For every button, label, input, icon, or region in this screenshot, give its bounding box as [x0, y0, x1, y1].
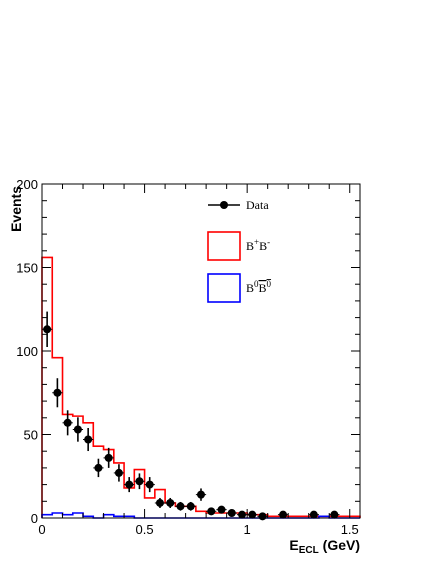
data-point — [134, 473, 145, 490]
legend-bpbm-label: B+B- — [246, 237, 270, 253]
data-point-marker — [166, 498, 175, 507]
data-point — [144, 477, 155, 493]
x-tick-label: 1.5 — [341, 522, 359, 537]
data-point-marker — [186, 502, 195, 511]
x-axis-title-main: E — [289, 537, 298, 553]
data-point-marker — [135, 477, 144, 486]
legend-b0b0bar-swatch — [207, 273, 241, 303]
data-point-marker — [176, 502, 185, 511]
data-point-marker — [238, 510, 247, 519]
data-point-marker — [330, 510, 339, 519]
legend-data-marker — [220, 201, 228, 209]
data-point — [165, 497, 176, 508]
data-point — [42, 311, 53, 347]
legend: Data B+B- B0B0 — [207, 198, 272, 303]
y-tick-label: 200 — [16, 177, 38, 192]
data-point — [236, 510, 248, 519]
legend-b0b0bar-label: B0B0 — [246, 279, 272, 295]
data-point-marker — [258, 512, 267, 521]
plot-frame — [41, 183, 361, 519]
data-point-marker — [279, 510, 288, 519]
data-point-marker — [63, 418, 72, 427]
y-tick-label: 0 — [31, 511, 38, 526]
data-point — [175, 501, 186, 511]
data-point — [72, 417, 84, 442]
data-point-marker — [84, 435, 93, 444]
plot-area — [41, 256, 361, 521]
data-point — [154, 497, 166, 508]
data-point — [216, 505, 227, 514]
data-point — [93, 458, 104, 478]
series-b-b--line — [41, 256, 361, 518]
data-point — [83, 427, 94, 452]
data-point-marker — [125, 480, 134, 489]
data-point-marker — [53, 388, 62, 397]
data-point-marker — [197, 490, 205, 499]
data-point-marker — [309, 510, 318, 519]
data-point — [226, 508, 237, 517]
y-tick-label: 100 — [16, 344, 38, 359]
data-point-marker — [145, 480, 154, 489]
x-axis-title: EECL (GeV) — [289, 537, 360, 556]
data-point — [113, 464, 125, 482]
data-point-marker — [248, 510, 257, 519]
data-point — [206, 507, 217, 516]
legend-bpbm-swatch — [207, 231, 241, 261]
y-tick-label: 150 — [16, 261, 38, 276]
x-tick-label: 0.5 — [136, 522, 154, 537]
data-point-marker — [207, 507, 216, 516]
x-tick-label: 1 — [244, 522, 251, 537]
data-point — [308, 510, 319, 519]
data-point-marker — [43, 325, 52, 334]
data-point-marker — [94, 463, 103, 472]
data-point-marker — [114, 468, 123, 477]
data-point — [329, 510, 340, 519]
data-point-marker — [155, 498, 164, 507]
data-point — [185, 501, 196, 511]
data-point — [247, 510, 258, 519]
data-point — [195, 488, 207, 501]
y-tick-label: 50 — [24, 428, 38, 443]
legend-data-label: Data — [246, 198, 269, 212]
data-point-marker — [104, 453, 113, 462]
data-point — [103, 447, 114, 468]
data-point — [62, 410, 73, 436]
data-point — [277, 510, 289, 519]
data-point — [257, 512, 268, 521]
y-axis-title: Events — [8, 186, 24, 232]
x-axis-title-unit: (GeV) — [319, 537, 360, 553]
data-point-marker — [73, 425, 82, 434]
data-point — [124, 477, 135, 493]
data-point-marker — [217, 505, 226, 514]
x-tick-label: 0 — [38, 522, 45, 537]
x-axis-title-sub: ECL — [299, 545, 319, 556]
data-point — [52, 378, 63, 408]
axes: 0 50 100 150 200 0 0.5 1 1.5 — [16, 177, 360, 537]
data-point-marker — [227, 508, 236, 517]
